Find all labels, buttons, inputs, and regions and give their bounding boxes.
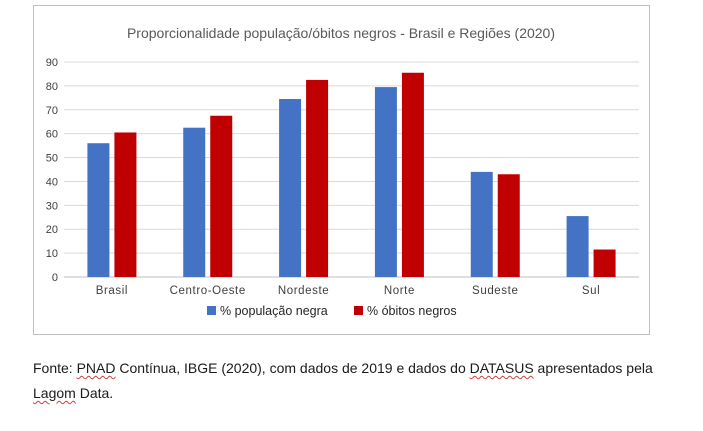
y-tick-label: 90: [46, 57, 58, 69]
source-text: Contínua, IBGE (2020), com dados de 2019…: [115, 360, 470, 376]
category-label: Nordeste: [278, 285, 329, 297]
flagged-word: Lagom: [33, 385, 76, 401]
bar-chart: Proporcionalidade população/óbitos negro…: [46, 25, 639, 318]
legend-label: % óbitos negros: [367, 304, 457, 318]
bar-obitos: [210, 115, 233, 277]
bar-populacao: [374, 87, 397, 277]
y-tick-label: 0: [52, 272, 58, 284]
category-label: Sul: [582, 285, 600, 297]
bar-populacao: [470, 171, 493, 277]
bar-populacao: [566, 216, 589, 277]
y-tick-label: 80: [46, 81, 58, 93]
category-label: Centro-Oeste: [170, 285, 246, 297]
y-tick-label: 30: [46, 200, 58, 212]
category-label: Brasil: [96, 285, 128, 297]
source-text: Data.: [75, 385, 114, 401]
source-text: apresentados pela: [533, 360, 653, 376]
flagged-word: DATASUS: [469, 360, 534, 376]
y-tick-label: 20: [46, 224, 58, 236]
y-tick-label: 60: [46, 129, 58, 141]
legend-swatch: [207, 306, 216, 315]
y-tick-label: 70: [46, 105, 58, 117]
category-label: Norte: [384, 285, 415, 297]
y-tick-label: 10: [46, 248, 58, 260]
bar-populacao: [87, 143, 110, 277]
bar-populacao: [279, 99, 302, 278]
source-caption: Fonte: PNAD Contínua, IBGE (2020), com d…: [33, 356, 693, 406]
bar-obitos: [306, 79, 329, 278]
source-text: Fonte:: [33, 360, 77, 376]
legend-label: % população negra: [220, 304, 328, 318]
legend-swatch: [354, 306, 363, 315]
bar-obitos: [593, 249, 616, 277]
category-label: Sudeste: [472, 285, 518, 297]
flagged-word: PNAD: [76, 360, 116, 376]
chart-title: Proporcionalidade população/óbitos negro…: [127, 25, 555, 41]
bar-populacao: [183, 127, 206, 277]
bar-obitos: [114, 132, 137, 277]
bar-obitos: [497, 174, 520, 277]
y-tick-label: 50: [46, 153, 58, 165]
chart-frame: Proporcionalidade população/óbitos negro…: [33, 5, 650, 335]
y-tick-label: 40: [46, 176, 58, 188]
bar-obitos: [401, 72, 424, 277]
